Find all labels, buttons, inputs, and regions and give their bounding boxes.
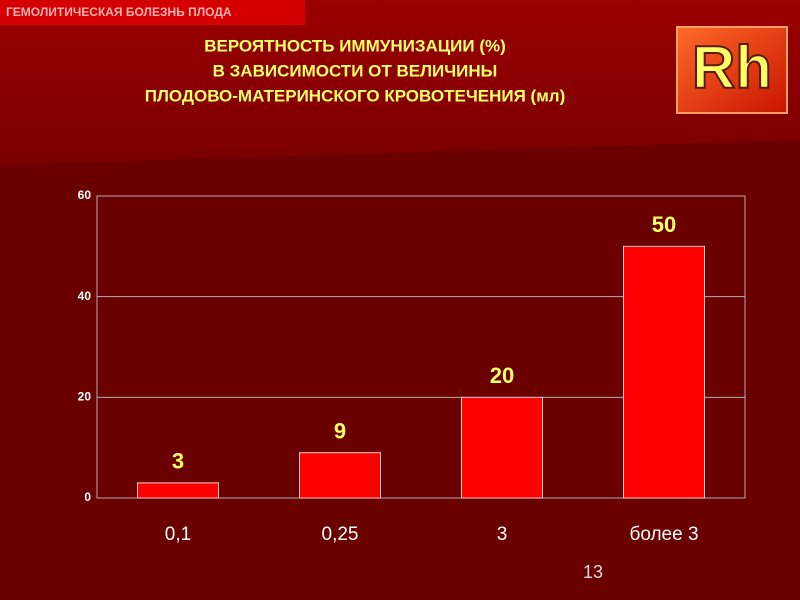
x-tick-label: 0,25 (322, 524, 359, 545)
bar (299, 452, 381, 499)
bar (137, 482, 219, 499)
x-tick-label: 3 (497, 524, 508, 545)
top-band (0, 0, 800, 165)
value-label: 3 (172, 449, 184, 474)
header: ГЕМОЛИТИЧЕСКАЯ БОЛЕЗНЬ ПЛОДА (6, 5, 232, 19)
chart-title: ПЛОДОВО-МАТЕРИНСКОГО КРОВОТЕЧЕНИЯ (мл) (145, 86, 566, 105)
y-tick-label: 0 (84, 490, 91, 504)
x-tick-label: более 3 (629, 524, 698, 545)
logo: Rh (692, 34, 772, 101)
logo-box (676, 26, 788, 114)
x-tick-label: 0,1 (165, 524, 191, 545)
y-tick-label: 20 (78, 390, 92, 404)
value-label: 20 (490, 363, 514, 388)
bar (461, 396, 543, 499)
value-label: 9 (334, 419, 346, 444)
y-tick-label: 60 (78, 188, 92, 202)
page-number: 13 (583, 562, 603, 582)
value-label: 50 (652, 212, 676, 237)
header-bar (0, 0, 305, 25)
y-tick-label: 40 (78, 289, 92, 303)
bar (623, 245, 705, 499)
chart-title: ВЕРОЯТНОСТЬ ИММУНИЗАЦИИ (%) (204, 36, 506, 55)
chart-title: В ЗАВИСИМОСТИ ОТ ВЕЛИЧИНЫ (213, 61, 498, 80)
